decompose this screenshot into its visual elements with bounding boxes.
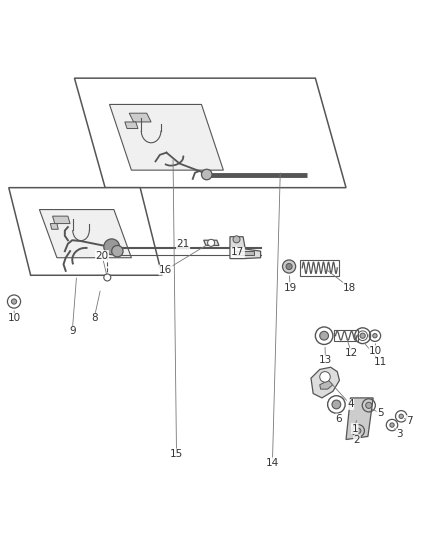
Text: 7: 7 bbox=[406, 416, 413, 426]
Text: 13: 13 bbox=[319, 355, 332, 365]
Polygon shape bbox=[74, 78, 346, 188]
Text: 9: 9 bbox=[69, 326, 76, 336]
Circle shape bbox=[201, 169, 212, 180]
Circle shape bbox=[286, 263, 292, 270]
Text: 17: 17 bbox=[231, 247, 244, 257]
Text: 21: 21 bbox=[177, 239, 190, 249]
Text: 3: 3 bbox=[396, 429, 403, 439]
Text: 14: 14 bbox=[266, 458, 279, 468]
Polygon shape bbox=[39, 209, 131, 258]
Text: 18: 18 bbox=[343, 282, 356, 293]
Polygon shape bbox=[129, 113, 151, 122]
Polygon shape bbox=[125, 122, 138, 128]
Circle shape bbox=[112, 246, 123, 257]
Circle shape bbox=[208, 239, 215, 246]
Circle shape bbox=[332, 400, 341, 409]
Text: 11: 11 bbox=[374, 357, 387, 367]
Text: 5: 5 bbox=[377, 408, 384, 418]
Text: 1: 1 bbox=[351, 424, 358, 433]
Text: 12: 12 bbox=[345, 348, 358, 358]
Polygon shape bbox=[311, 367, 339, 398]
FancyBboxPatch shape bbox=[234, 251, 254, 255]
Circle shape bbox=[320, 372, 330, 382]
Circle shape bbox=[399, 414, 403, 418]
Circle shape bbox=[373, 334, 377, 338]
Text: 19: 19 bbox=[284, 282, 297, 293]
Circle shape bbox=[283, 260, 296, 273]
Polygon shape bbox=[230, 237, 261, 259]
Polygon shape bbox=[50, 223, 58, 229]
Circle shape bbox=[104, 274, 111, 281]
Circle shape bbox=[233, 236, 240, 243]
Text: 16: 16 bbox=[159, 265, 172, 275]
Circle shape bbox=[11, 299, 17, 304]
Circle shape bbox=[356, 428, 361, 433]
Text: 15: 15 bbox=[170, 449, 183, 459]
Text: 2: 2 bbox=[353, 435, 360, 446]
Polygon shape bbox=[346, 398, 373, 440]
Polygon shape bbox=[53, 216, 70, 223]
Polygon shape bbox=[320, 381, 333, 389]
Circle shape bbox=[104, 239, 120, 255]
Polygon shape bbox=[204, 240, 219, 246]
Text: 20: 20 bbox=[95, 251, 109, 261]
Circle shape bbox=[390, 423, 394, 427]
Text: 10: 10 bbox=[8, 313, 21, 323]
Polygon shape bbox=[9, 188, 162, 275]
Text: 6: 6 bbox=[336, 414, 343, 424]
Polygon shape bbox=[110, 104, 223, 170]
Circle shape bbox=[366, 402, 372, 408]
Text: 4: 4 bbox=[347, 399, 354, 409]
Circle shape bbox=[360, 333, 365, 338]
Text: 10: 10 bbox=[369, 345, 382, 356]
Text: 8: 8 bbox=[91, 313, 98, 323]
Circle shape bbox=[320, 332, 328, 340]
